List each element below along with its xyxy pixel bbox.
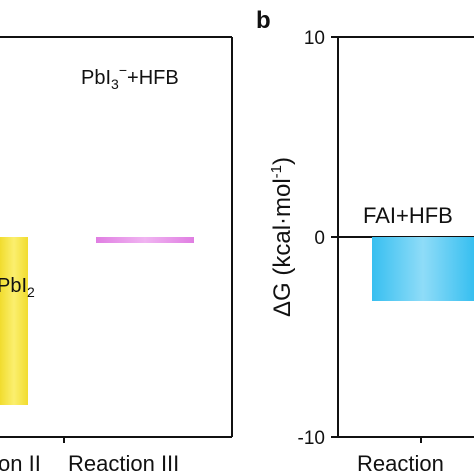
bar-reaction-iii [96, 237, 194, 243]
bar-label-pbi3-hfb: PbI3−+HFB [81, 62, 179, 92]
panel-label-b: b [256, 7, 271, 34]
y-axis-label: ΔG (kcal·mol-1) [268, 157, 296, 317]
y-tick-label-minus-10: -10 [298, 428, 325, 449]
x-tick-label-reaction-i: Reaction [357, 451, 444, 474]
bar-reaction-ii [0, 237, 28, 405]
y-tick-label-0: 0 [314, 228, 325, 249]
panel-b: b 10 0 -10 ΔG (kcal·mol-1) FAI+HFB React… [256, 7, 474, 474]
y-tick-label-10: 10 [304, 28, 325, 49]
panel-a: PbI2 PbI3−+HFB on II Reaction III [0, 36, 233, 474]
bar-reaction-i [372, 237, 474, 301]
bar-label-fai-hfb: FAI+HFB [363, 203, 453, 228]
x-tick-label-reaction-ii: on II [0, 451, 41, 474]
bar-label-pbi2: PbI2 [0, 275, 35, 300]
x-tick-label-reaction-iii: Reaction III [68, 451, 179, 474]
